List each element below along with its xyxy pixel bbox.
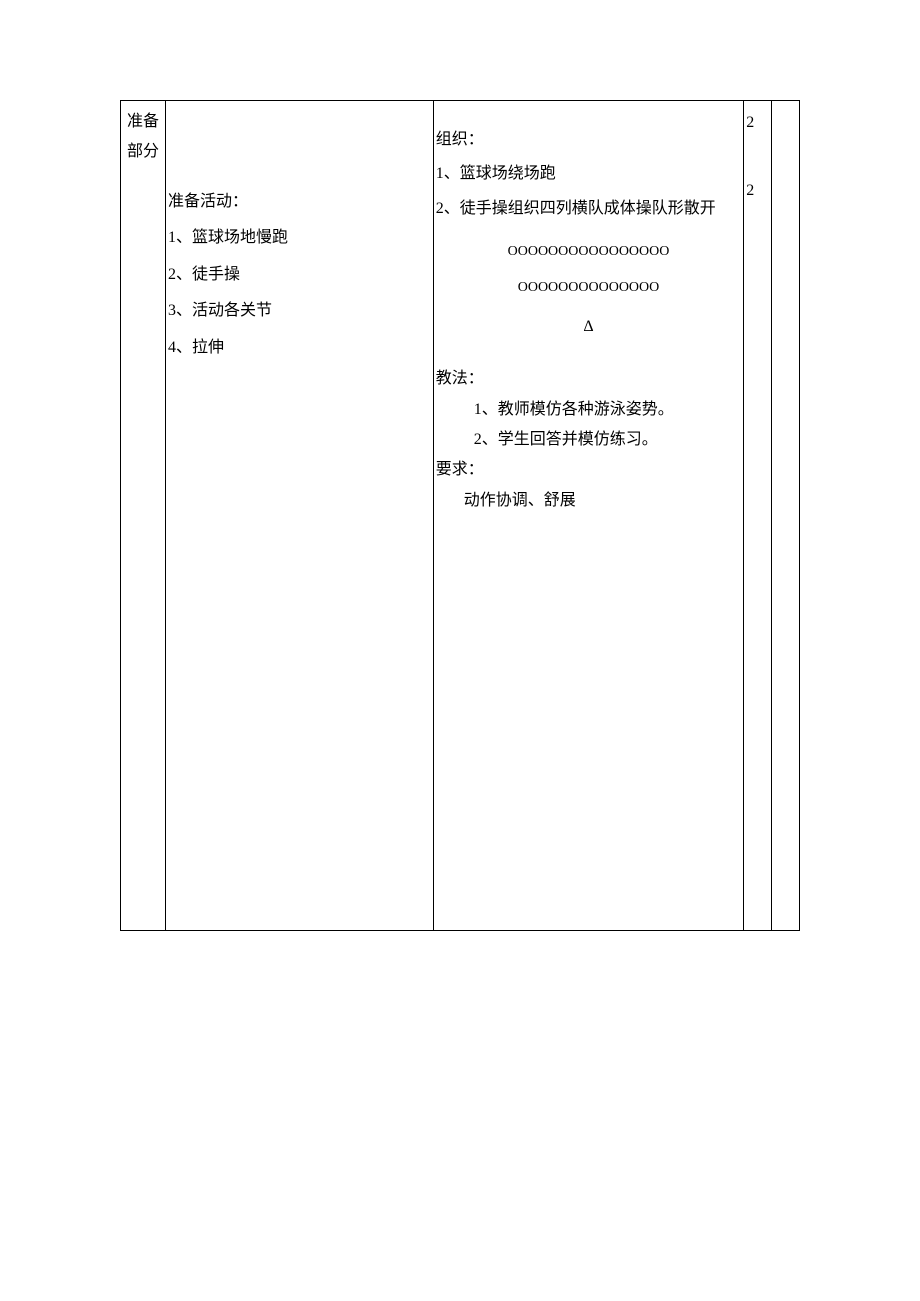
activity-cell: 准备活动： 1、篮球场地慢跑 2、徒手操 3、活动各关节 4、拉伸 bbox=[165, 101, 433, 931]
number-1: 2 bbox=[746, 107, 769, 139]
lesson-plan-table: 准备 部分 准备活动： 1、篮球场地慢跑 2、徒手操 3、活动各关节 4、拉伸 … bbox=[120, 100, 800, 931]
organization-cell: 组织： 1、篮球场绕场跑 2、徒手操组织四列横队成体操队形散开 OOOOOOOO… bbox=[433, 101, 744, 931]
section-label-cell: 准备 部分 bbox=[121, 101, 166, 931]
section-label-2: 部分 bbox=[127, 137, 159, 167]
teach-item-1: 1、教师模仿各种游泳姿势。 bbox=[436, 395, 742, 425]
teach-item-2: 2、学生回答并模仿练习。 bbox=[436, 425, 742, 455]
formation-row-2: OOOOOOOOOOOOOO bbox=[436, 264, 742, 300]
section-label-1: 准备 bbox=[127, 107, 159, 137]
activity-item-3: 3、活动各关节 bbox=[168, 296, 431, 326]
req-item: 动作协调、舒展 bbox=[436, 486, 742, 516]
activity-item-4: 4、拉伸 bbox=[168, 333, 431, 363]
org-line-2: 2、徒手操组织四列横队成体操队形散开 bbox=[436, 194, 742, 224]
empty-cell bbox=[772, 101, 800, 931]
number-cell: 2 2 bbox=[744, 101, 772, 931]
formation-row-1: OOOOOOOOOOOOOOOO bbox=[436, 228, 742, 264]
activity-item-1: 1、篮球场地慢跑 bbox=[168, 223, 431, 253]
number-2: 2 bbox=[746, 175, 769, 207]
teach-title: 教法： bbox=[436, 364, 742, 394]
activity-item-2: 2、徒手操 bbox=[168, 260, 431, 290]
formation-triangle: Δ bbox=[436, 300, 742, 356]
org-line-1: 1、篮球场绕场跑 bbox=[436, 159, 742, 189]
activity-title: 准备活动： bbox=[168, 187, 431, 217]
req-title: 要求： bbox=[436, 455, 742, 485]
org-title: 组织： bbox=[436, 125, 742, 155]
